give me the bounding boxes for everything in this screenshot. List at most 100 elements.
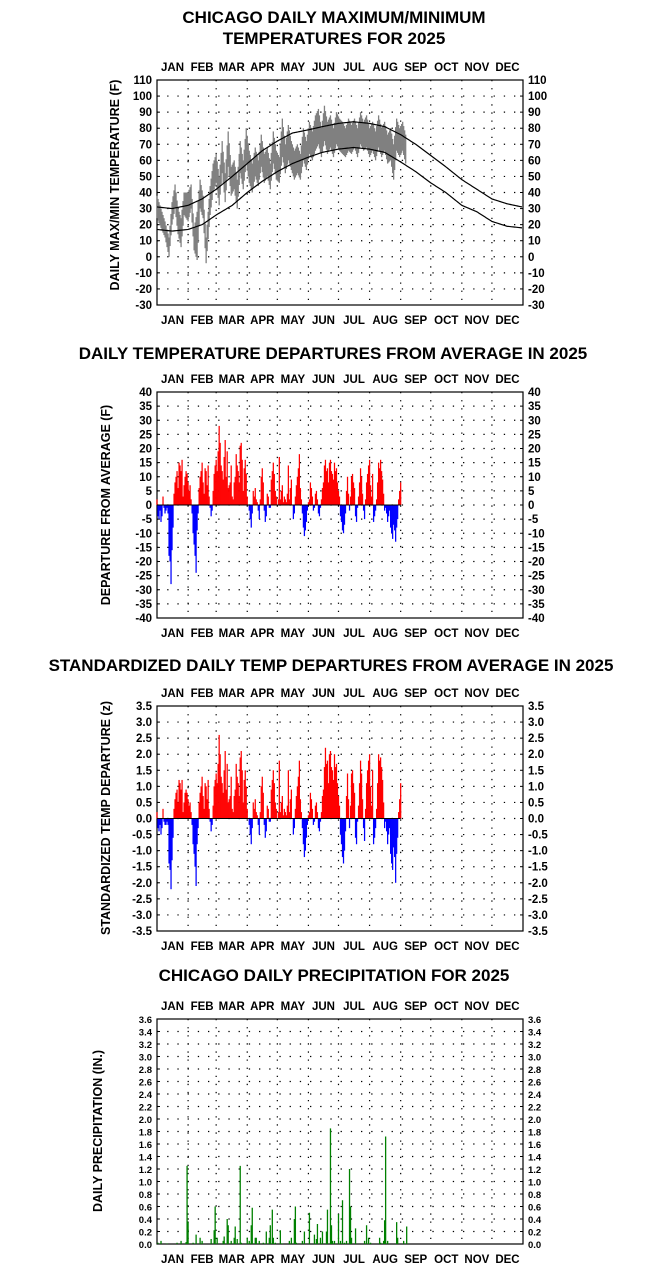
- maxmin-month-bottom-jan: JAN: [161, 315, 184, 327]
- departure-month-bottom-aug: AUG: [372, 628, 398, 640]
- maxmin-month-top-feb: FEB: [191, 62, 214, 74]
- precipitation-ytick-left: 3.6: [139, 1015, 152, 1026]
- precipitation-month-bottom-may: MAY: [281, 1254, 306, 1266]
- maxmin-ytick-left: 110: [133, 75, 152, 87]
- departure-month-top-jan: JAN: [161, 374, 184, 386]
- departure-month-top-feb: FEB: [191, 374, 214, 386]
- precipitation-ytick-right: 0.4: [528, 1215, 542, 1226]
- departure-ytick-right: -35: [528, 599, 545, 611]
- departure-ytick-right: 5: [528, 486, 535, 498]
- departure-ytick-right: -20: [528, 557, 545, 569]
- departure-ytick-left: -20: [135, 557, 152, 569]
- precipitation-ytick-left: 0.2: [139, 1228, 152, 1239]
- standardized-month-top-may: MAY: [281, 688, 306, 700]
- maxmin-month-bottom-nov: NOV: [464, 315, 489, 327]
- standardized-ytick-left: -3.5: [132, 926, 152, 938]
- standardized-month-bottom-jul: JUL: [343, 941, 365, 953]
- maxmin-ytick-right: 70: [528, 139, 541, 151]
- standardized-ytick-right: 1.5: [528, 765, 545, 777]
- precipitation-month-bottom-jul: JUL: [343, 1254, 365, 1266]
- maxmin-ytick-right: 10: [528, 236, 541, 248]
- departure-month-top-dec: DEC: [495, 374, 519, 386]
- standardized-month-bottom-oct: OCT: [434, 941, 458, 953]
- precipitation-ytick-right: 1.2: [528, 1165, 541, 1176]
- standardized-plot-layer: JAN JAN FEB FEB MAR MAR APR APR MAY MAY JUN JUN JUL J…: [132, 688, 548, 953]
- standardized-ytick-right: 3.5: [528, 701, 545, 713]
- maxmin-ytick-right: 100: [528, 91, 547, 103]
- precipitation-ytick-right: 3.0: [528, 1053, 541, 1064]
- precipitation-month-bottom-dec: DEC: [495, 1254, 519, 1266]
- maxmin-month-bottom-jul: JUL: [343, 315, 365, 327]
- standardized-month-top-aug: AUG: [372, 688, 398, 700]
- precipitation-ytick-right: 2.2: [528, 1103, 541, 1114]
- departure-month-top-apr: APR: [250, 374, 275, 386]
- standardized-month-top-jul: JUL: [343, 688, 365, 700]
- precipitation-ytick-right: 2.0: [528, 1115, 541, 1126]
- maxmin-ytick-right: -20: [528, 284, 545, 296]
- precipitation-ytick-left: 0.8: [139, 1190, 152, 1201]
- departure-month-top-nov: NOV: [464, 374, 489, 386]
- maxmin-ytick-left: 10: [139, 236, 152, 248]
- departure-plot-layer: JAN JAN FEB FEB MAR MAR APR APR MAY MAY JUN JUN JUL J…: [135, 374, 545, 640]
- precipitation-month-bottom-feb: FEB: [191, 1254, 214, 1266]
- precipitation-ytick-right: 1.6: [528, 1140, 541, 1151]
- departure-title: DAILY TEMPERATURE DEPARTURES FROM AVERAG…: [79, 344, 588, 363]
- departure-ytick-right: 10: [528, 472, 541, 484]
- departure-month-top-jul: JUL: [343, 374, 365, 386]
- precipitation-ytick-right: 3.6: [528, 1015, 541, 1026]
- departure-ytick-left: 15: [139, 458, 152, 470]
- departure-month-bottom-jul: JUL: [343, 628, 365, 640]
- departure-ytick-right: 40: [528, 387, 541, 399]
- departure-month-top-mar: MAR: [219, 374, 246, 386]
- maxmin-month-top-jun: JUN: [312, 62, 335, 74]
- precipitation-ytick-left: 1.4: [139, 1153, 153, 1164]
- precipitation-ytick-right: 3.2: [528, 1040, 541, 1051]
- precipitation-ytick-left: 1.6: [139, 1140, 152, 1151]
- precipitation-ytick-left: 0.6: [139, 1203, 152, 1214]
- standardized-month-bottom-jan: JAN: [161, 941, 184, 953]
- maxmin-ytick-right: 60: [528, 155, 541, 167]
- departure-ytick-right: -40: [528, 613, 545, 625]
- departure-ytick-right: 35: [528, 401, 541, 413]
- standardized-ytick-right: 2.5: [528, 733, 545, 745]
- maxmin-ytick-right: -10: [528, 268, 545, 280]
- departure-month-top-sep: SEP: [404, 374, 427, 386]
- precipitation-y-axis-label: DAILY PRECIPITATION (IN.): [91, 1050, 105, 1212]
- departure-ytick-right: -30: [528, 585, 545, 597]
- maxmin-month-top-jul: JUL: [343, 62, 365, 74]
- standardized-month-bottom-feb: FEB: [191, 941, 214, 953]
- maxmin-month-top-nov: NOV: [464, 62, 489, 74]
- departure-ytick-right: -5: [528, 514, 539, 526]
- standardized-ytick-left: 2.5: [136, 733, 153, 745]
- standardized-month-bottom-may: MAY: [281, 941, 306, 953]
- precipitation-month-top-dec: DEC: [495, 1001, 519, 1013]
- precipitation-ytick-left: 2.6: [139, 1078, 152, 1089]
- standardized-ytick-right: 1.0: [528, 781, 544, 793]
- departure-ytick-left: -30: [135, 585, 152, 597]
- maxmin-ytick-right: 30: [528, 204, 541, 216]
- departure-month-top-may: MAY: [281, 374, 306, 386]
- precipitation-month-bottom-aug: AUG: [372, 1254, 398, 1266]
- maxmin-month-top-aug: AUG: [372, 62, 398, 74]
- standardized-ytick-right: 3.0: [528, 717, 544, 729]
- standardized-departure-chart: STANDARDIZED DAILY TEMP DEPARTURES FROM …: [49, 656, 614, 953]
- departure-month-bottom-jan: JAN: [161, 628, 184, 640]
- departure-ytick-right: 30: [528, 415, 541, 427]
- precipitation-month-top-jun: JUN: [312, 1001, 335, 1013]
- departure-ytick-left: -25: [135, 571, 152, 583]
- standardized-ytick-right: -3.0: [528, 910, 548, 922]
- maxmin-ytick-left: 50: [139, 171, 152, 183]
- maxmin-month-bottom-jun: JUN: [312, 315, 335, 327]
- maxmin-title-line2: TEMPERATURES FOR 2025: [223, 29, 446, 48]
- departure-ytick-right: -25: [528, 571, 545, 583]
- precipitation-month-top-sep: SEP: [404, 1001, 427, 1013]
- precipitation-ytick-left: 0.4: [139, 1215, 153, 1226]
- departure-ytick-left: -40: [135, 613, 152, 625]
- precipitation-month-bottom-oct: OCT: [434, 1254, 458, 1266]
- maxmin-ytick-right: -30: [528, 300, 545, 312]
- maxmin-ytick-right: 50: [528, 171, 541, 183]
- precipitation-plot-layer: JAN JAN FEB FEB MAR MAR APR APR MAY MAY JUN JUN JUL J…: [139, 1001, 542, 1266]
- precipitation-month-bottom-nov: NOV: [464, 1254, 489, 1266]
- standardized-ytick-left: 2.0: [136, 749, 152, 761]
